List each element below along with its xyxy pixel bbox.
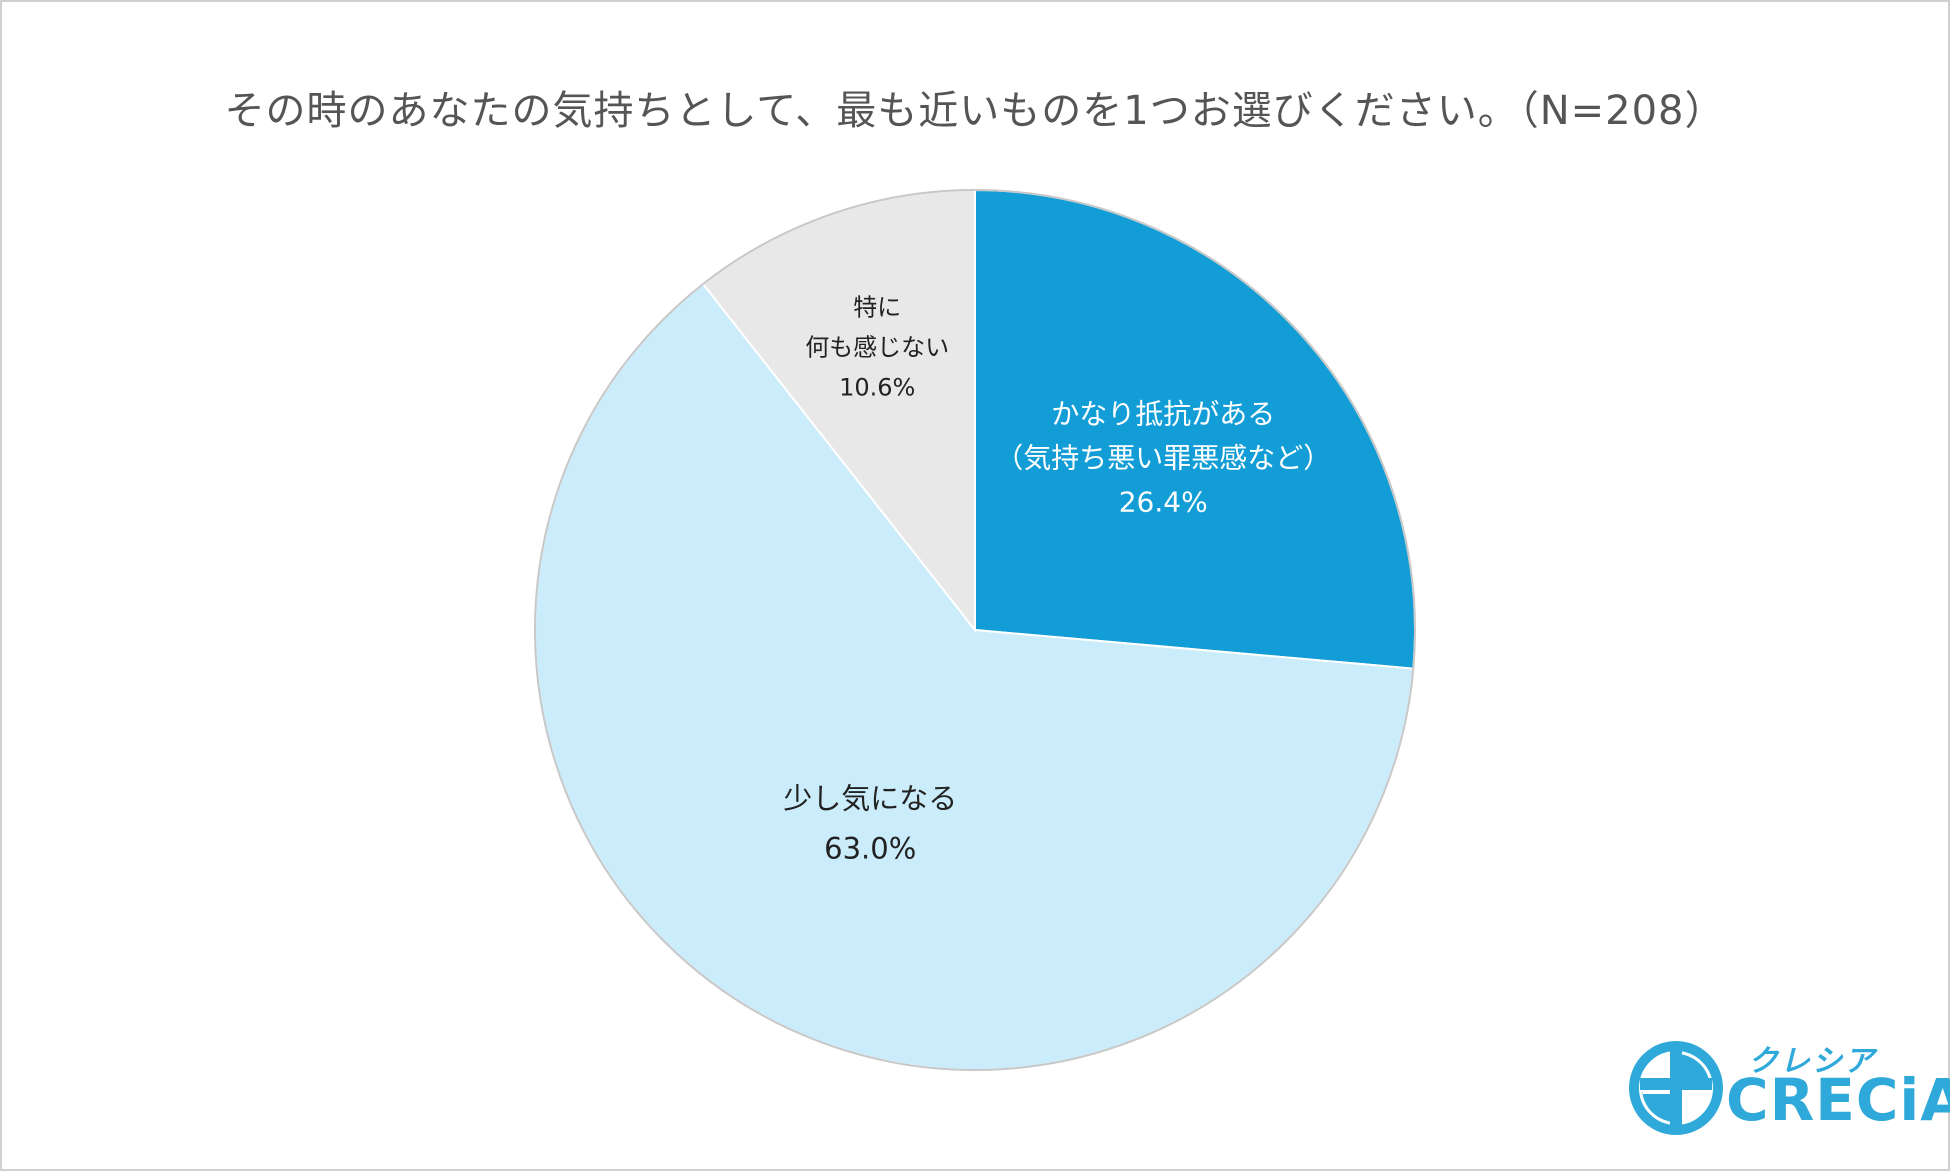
pie-slice-category-2-1: 何も感じない (805, 334, 949, 362)
pie-border (534, 189, 1416, 1071)
logo-name: CRECiA (1726, 1066, 1950, 1134)
pie-slice-category-1-0: 少し気になる (783, 782, 957, 816)
logo-cross-icon (1629, 1041, 1723, 1135)
pie-slice-category-2-0: 特に (853, 294, 901, 322)
crecia-logo: クレシア CRECiA (1628, 1036, 1950, 1136)
pie-slice-category-0-0: かなり抵抗がある (1051, 398, 1275, 431)
logo-kana: クレシア (1748, 1044, 1876, 1079)
pie-slice-value-2: 10.6% (839, 374, 915, 402)
pie-slice-label-1: 少し気になる 63.0% (783, 782, 957, 866)
chart-title: その時のあなたの気持ちとして、最も近いものを1つお選びください。（N=208） (224, 88, 1726, 134)
pie-slice-category-0-1: （気持ち悪い罪悪感など） (995, 442, 1331, 475)
pie-slice-label-0: かなり抵抗がある （気持ち悪い罪悪感など） 26.4% (995, 398, 1331, 519)
pie-slice-label-2: 特に何も感じない 10.6% (805, 294, 949, 402)
pie-slice-value-0: 26.4% (1119, 486, 1208, 519)
pie-slice-value-1: 63.0% (824, 832, 916, 866)
